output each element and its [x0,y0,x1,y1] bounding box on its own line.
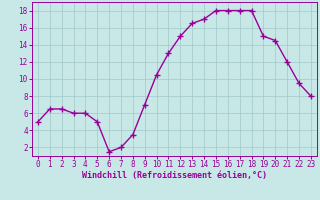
X-axis label: Windchill (Refroidissement éolien,°C): Windchill (Refroidissement éolien,°C) [82,171,267,180]
